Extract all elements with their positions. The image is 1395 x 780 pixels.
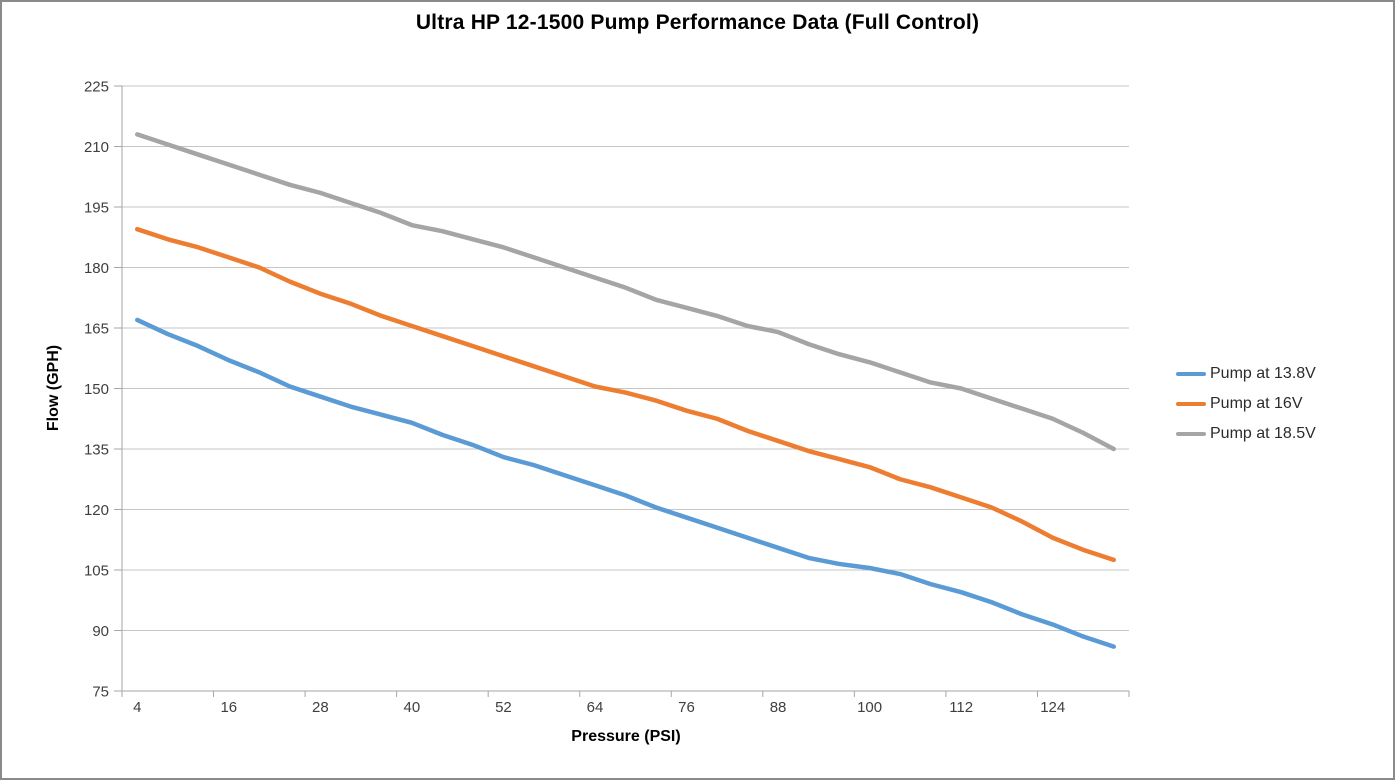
- x-tick-label: 112: [949, 699, 973, 716]
- y-tick-label: 90: [92, 623, 109, 640]
- legend: Pump at 13.8V Pump at 16V Pump at 18.5V: [1176, 359, 1316, 449]
- x-tick-label: 40: [404, 699, 421, 716]
- y-tick-label: 75: [92, 683, 109, 700]
- series-line-pump-at-13-8v: [135, 317, 1116, 649]
- y-tick-label: 165: [84, 320, 109, 337]
- y-tick-label: 225: [84, 78, 109, 95]
- series-line-pump-at-18-5v: [135, 132, 1116, 452]
- y-axis-title: Flow (GPH): [45, 344, 62, 432]
- x-tick-label: 52: [495, 699, 512, 716]
- y-tick-label: 120: [84, 502, 109, 519]
- legend-label: Pump at 13.8V: [1210, 365, 1316, 382]
- x-tick-label: 28: [312, 699, 329, 716]
- x-tick-label: 16: [220, 699, 237, 716]
- x-tick-label: 100: [857, 699, 882, 716]
- chart-title: Ultra HP 12-1500 Pump Performance Data (…: [415, 11, 980, 34]
- legend-line-swatch: [1176, 431, 1206, 437]
- legend-label: Pump at 16V: [1210, 395, 1303, 412]
- legend-line-swatch: [1176, 401, 1206, 407]
- x-tick-label: 88: [770, 699, 787, 716]
- x-tick-label: 64: [587, 699, 604, 716]
- y-tick-label: 210: [84, 139, 109, 156]
- legend-item-pump-16v: Pump at 16V: [1176, 389, 1316, 419]
- x-tick-label: 4: [133, 699, 141, 716]
- legend-item-pump-18-5v: Pump at 18.5V: [1176, 419, 1316, 449]
- x-tick-label: 124: [1040, 699, 1065, 716]
- legend-label: Pump at 18.5V: [1210, 425, 1316, 442]
- series-line-pump-at-16v: [135, 226, 1116, 563]
- y-tick-label: 135: [84, 441, 109, 458]
- y-tick-label: 150: [84, 381, 109, 398]
- y-tick-label: 180: [84, 260, 109, 277]
- x-tick-label: 76: [678, 699, 695, 716]
- x-axis-title: Pressure (PSI): [571, 728, 681, 745]
- legend-item-pump-13-8v: Pump at 13.8V: [1176, 359, 1316, 389]
- y-tick-label: 105: [84, 562, 109, 579]
- y-tick-label: 195: [84, 199, 109, 216]
- legend-line-swatch: [1176, 371, 1206, 377]
